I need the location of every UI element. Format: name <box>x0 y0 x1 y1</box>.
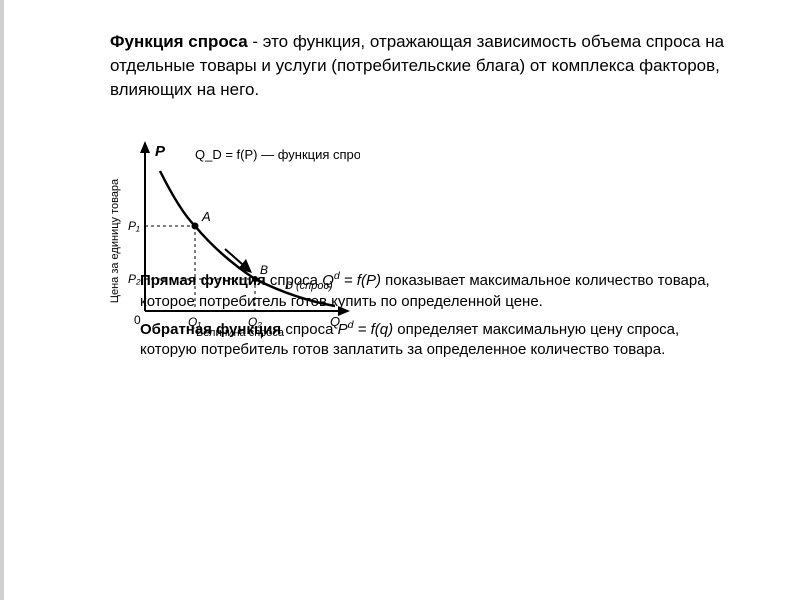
p-label: P <box>155 143 166 160</box>
p2-rest-a: спроса <box>285 321 337 338</box>
p1-eq: = f(P) <box>340 272 381 289</box>
y-axis-label: Цена за единицу товара <box>109 178 121 303</box>
y-axis-arrow <box>140 141 150 153</box>
slide-content: Функция спроса - это функция, отражающая… <box>0 0 800 396</box>
point-a-label: A <box>201 209 211 224</box>
p1-label: P₁ <box>128 219 140 233</box>
p2-p: P <box>338 321 348 338</box>
intro-term: Функция спроса <box>110 32 248 51</box>
p2-bold: Обратная функция <box>140 321 285 338</box>
slide-left-stripe <box>0 0 4 600</box>
body-text: Прямая функция спроса Qd = f(P) показыва… <box>140 269 740 360</box>
chart-formula: Q_D = f(P) — функция спроса <box>195 147 360 162</box>
p2: Обратная функция спроса Pd = f(q) опреде… <box>140 318 740 361</box>
p1-q: Q <box>322 272 334 289</box>
intro-paragraph: Функция спроса - это функция, отражающая… <box>110 30 740 101</box>
p1-rest-a: спроса <box>270 272 322 289</box>
p1-bold: Прямая функция <box>140 272 270 289</box>
p1: Прямая функция спроса Qd = f(P) показыва… <box>140 269 740 312</box>
p2-eq: = f(q) <box>354 321 394 338</box>
